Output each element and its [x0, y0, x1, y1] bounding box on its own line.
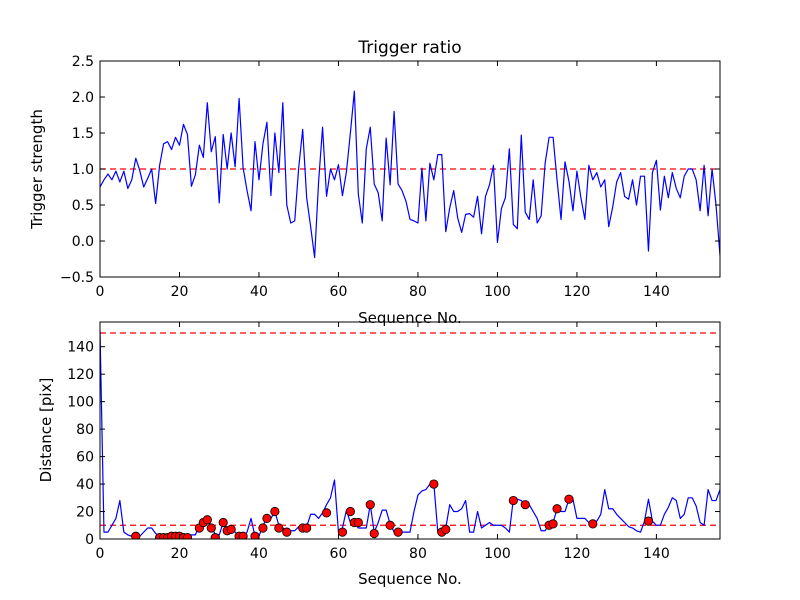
x-axis-ticks: 0 20 40 60 80 100 120 140: [96, 61, 670, 300]
x-tick-label: 100: [484, 284, 511, 300]
y-tick-label: 0.5: [72, 198, 94, 214]
x-tick-label: 20: [171, 284, 189, 300]
data-point-marker: [210, 533, 220, 539]
data-point-marker: [202, 515, 212, 525]
series-group: [100, 90, 720, 259]
y-tick-label: 60: [76, 450, 94, 466]
data-point-marker: [131, 531, 141, 539]
y-tick-label: 100: [67, 395, 94, 411]
data-point-marker: [302, 523, 312, 533]
y-tick-label: 140: [67, 340, 94, 356]
data-point-marker: [353, 517, 363, 528]
data-point-marker: [238, 531, 248, 539]
data-point-marker: [588, 519, 598, 529]
x-tick-label: 0: [96, 284, 105, 300]
x-tick-label: 60: [330, 546, 348, 562]
y-axis-label: Distance [pix]: [37, 378, 55, 483]
data-point-marker: [564, 494, 574, 504]
data-point-marker: [321, 508, 332, 518]
x-tick-label: 120: [564, 284, 591, 300]
y-tick-label: 40: [76, 477, 94, 493]
x-tick-label: 60: [330, 284, 348, 300]
data-point-marker: [548, 519, 558, 529]
data-point-marker: [270, 506, 280, 517]
data-point-marker: [258, 523, 268, 533]
data-point-marker: [429, 479, 439, 489]
data-point-marker: [365, 500, 375, 510]
data-point-marker: [337, 527, 348, 537]
data-point-marker: [274, 523, 284, 533]
x-tick-label: 140: [643, 284, 670, 300]
y-tick-label: −0.5: [60, 270, 94, 286]
data-point-marker: [282, 527, 292, 537]
y-tick-label: 2.0: [72, 90, 94, 106]
series-line-0: [100, 90, 720, 259]
data-point-marker: [369, 528, 379, 539]
x-tick-label: 40: [250, 284, 268, 300]
data-point-marker: [441, 524, 451, 534]
y-tick-label: 80: [76, 422, 94, 438]
y-tick-label: 1.5: [72, 126, 94, 142]
y-tick-label: 120: [67, 367, 94, 383]
data-point-marker: [508, 495, 518, 506]
x-tick-label: 140: [643, 546, 670, 562]
data-point-marker: [385, 520, 395, 530]
data-point-marker: [226, 524, 236, 534]
axes-frame: [99, 321, 721, 540]
y-tick-label: 20: [76, 505, 94, 521]
data-point-marker: [345, 506, 355, 517]
data-point-marker: [393, 527, 403, 537]
y-tick-label: 2.5: [72, 54, 94, 70]
x-tick-label: 80: [409, 546, 427, 562]
x-tick-label: 0: [96, 546, 105, 562]
x-tick-label: 40: [250, 546, 268, 562]
x-tick-label: 100: [484, 546, 511, 562]
x-axis-ticks: 0 20 40 60 80 100 120 140: [96, 322, 670, 562]
plot-area: [100, 90, 720, 259]
y-axis-label: Trigger strength: [28, 109, 46, 230]
x-axis-label: Sequence No.: [358, 309, 462, 327]
data-point-marker: [206, 523, 216, 533]
data-point-marker: [520, 500, 530, 510]
y-axis-ticks: −0.5 0.0 0.5 1.0 1.5 2.0 2.5: [60, 54, 720, 286]
y-tick-label: 0.0: [72, 234, 94, 250]
x-tick-label: 20: [171, 546, 189, 562]
y-tick-label: 0: [85, 532, 94, 548]
data-point-marker: [552, 504, 562, 514]
data-point-marker: [182, 533, 193, 539]
y-axis-ticks: 0 20 40 60 80 100 120 140: [67, 340, 720, 548]
data-point-marker: [643, 516, 654, 526]
y-tick-label: 1.0: [72, 162, 94, 178]
chart-title: Trigger ratio: [357, 38, 461, 58]
x-axis-label: Sequence No.: [358, 570, 462, 588]
data-point-marker: [262, 513, 272, 523]
distance-chart: 0 20 40 60 80 100 120 140 0 20 40 60 80 100 120 140 Se…: [37, 321, 721, 588]
data-point-marker: [218, 517, 228, 528]
x-tick-label: 80: [409, 284, 427, 300]
x-tick-label: 120: [564, 546, 591, 562]
